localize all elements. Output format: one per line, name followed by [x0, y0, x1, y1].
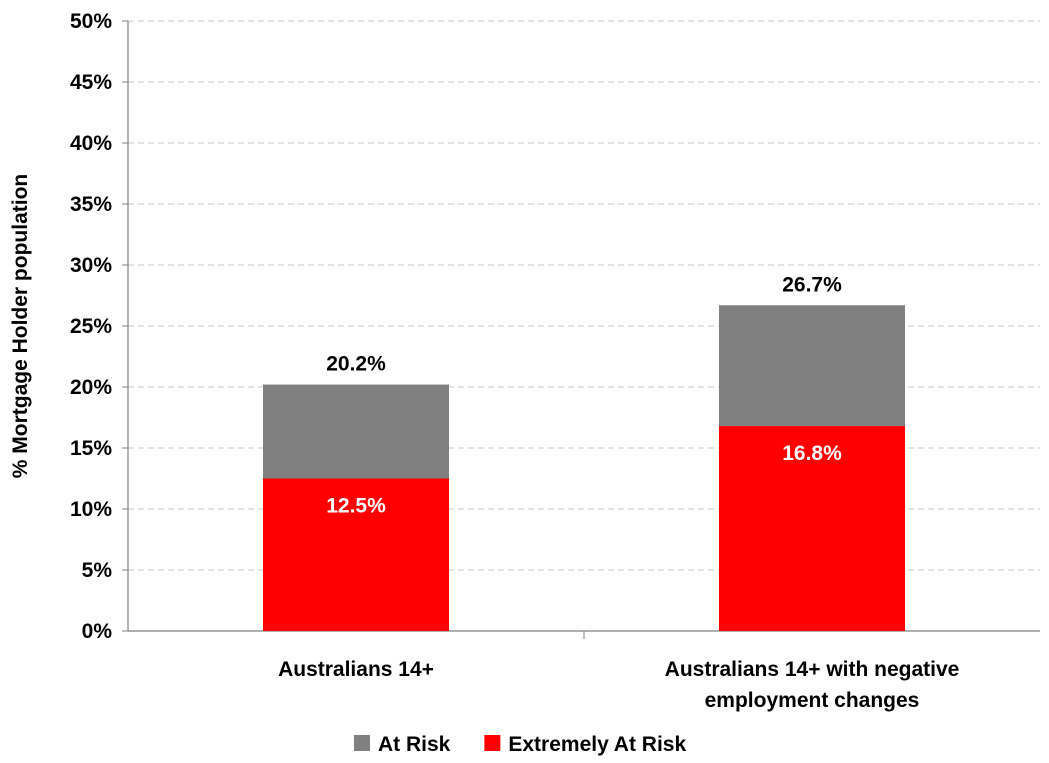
x-category-label: Australians 14+: [278, 658, 434, 681]
bar-segment-at-risk: [263, 384, 449, 479]
data-labels: 12.5% 20.2% 16.8% 26.7%: [326, 273, 842, 517]
y-tick-label: 5%: [82, 559, 113, 582]
y-tick-label: 15%: [70, 437, 112, 460]
bars: [263, 305, 905, 631]
bar-segment-extremely-at-risk: [719, 426, 905, 631]
y-tick-label: 0%: [82, 620, 113, 643]
legend: At Risk Extremely At Risk: [354, 733, 686, 756]
segment-value-label: 12.5%: [326, 495, 386, 518]
y-tick-label: 10%: [70, 498, 112, 521]
legend-item: At Risk: [354, 733, 451, 756]
x-category-label: employment changes: [705, 689, 920, 712]
bar-segment-at-risk: [719, 305, 905, 427]
total-value-label: 26.7%: [782, 273, 842, 296]
legend-label: At Risk: [378, 733, 451, 756]
y-tick-label: 30%: [70, 254, 112, 277]
legend-swatch: [354, 735, 370, 751]
y-tick-labels: 0% 5% 10% 15% 20% 25% 30% 35% 40% 45% 50%: [70, 10, 112, 643]
bar-segment-extremely-at-risk: [263, 478, 449, 631]
x-category-label: Australians 14+ with negative: [665, 658, 960, 681]
y-tick-label: 50%: [70, 10, 112, 33]
y-axis-label: % Mortgage Holder population: [9, 174, 32, 479]
y-tick-label: 20%: [70, 376, 112, 399]
y-tick-label: 25%: [70, 315, 112, 338]
y-tick-label: 45%: [70, 71, 112, 94]
x-category-labels: Australians 14+ Australians 14+ with nega…: [278, 658, 959, 712]
total-value-label: 20.2%: [326, 353, 386, 376]
segment-value-label: 16.8%: [782, 442, 842, 465]
legend-item: Extremely At Risk: [484, 733, 686, 756]
y-tick-label: 40%: [70, 132, 112, 155]
y-tick-label: 35%: [70, 193, 112, 216]
legend-label: Extremely At Risk: [508, 733, 686, 756]
legend-swatch: [484, 735, 501, 751]
